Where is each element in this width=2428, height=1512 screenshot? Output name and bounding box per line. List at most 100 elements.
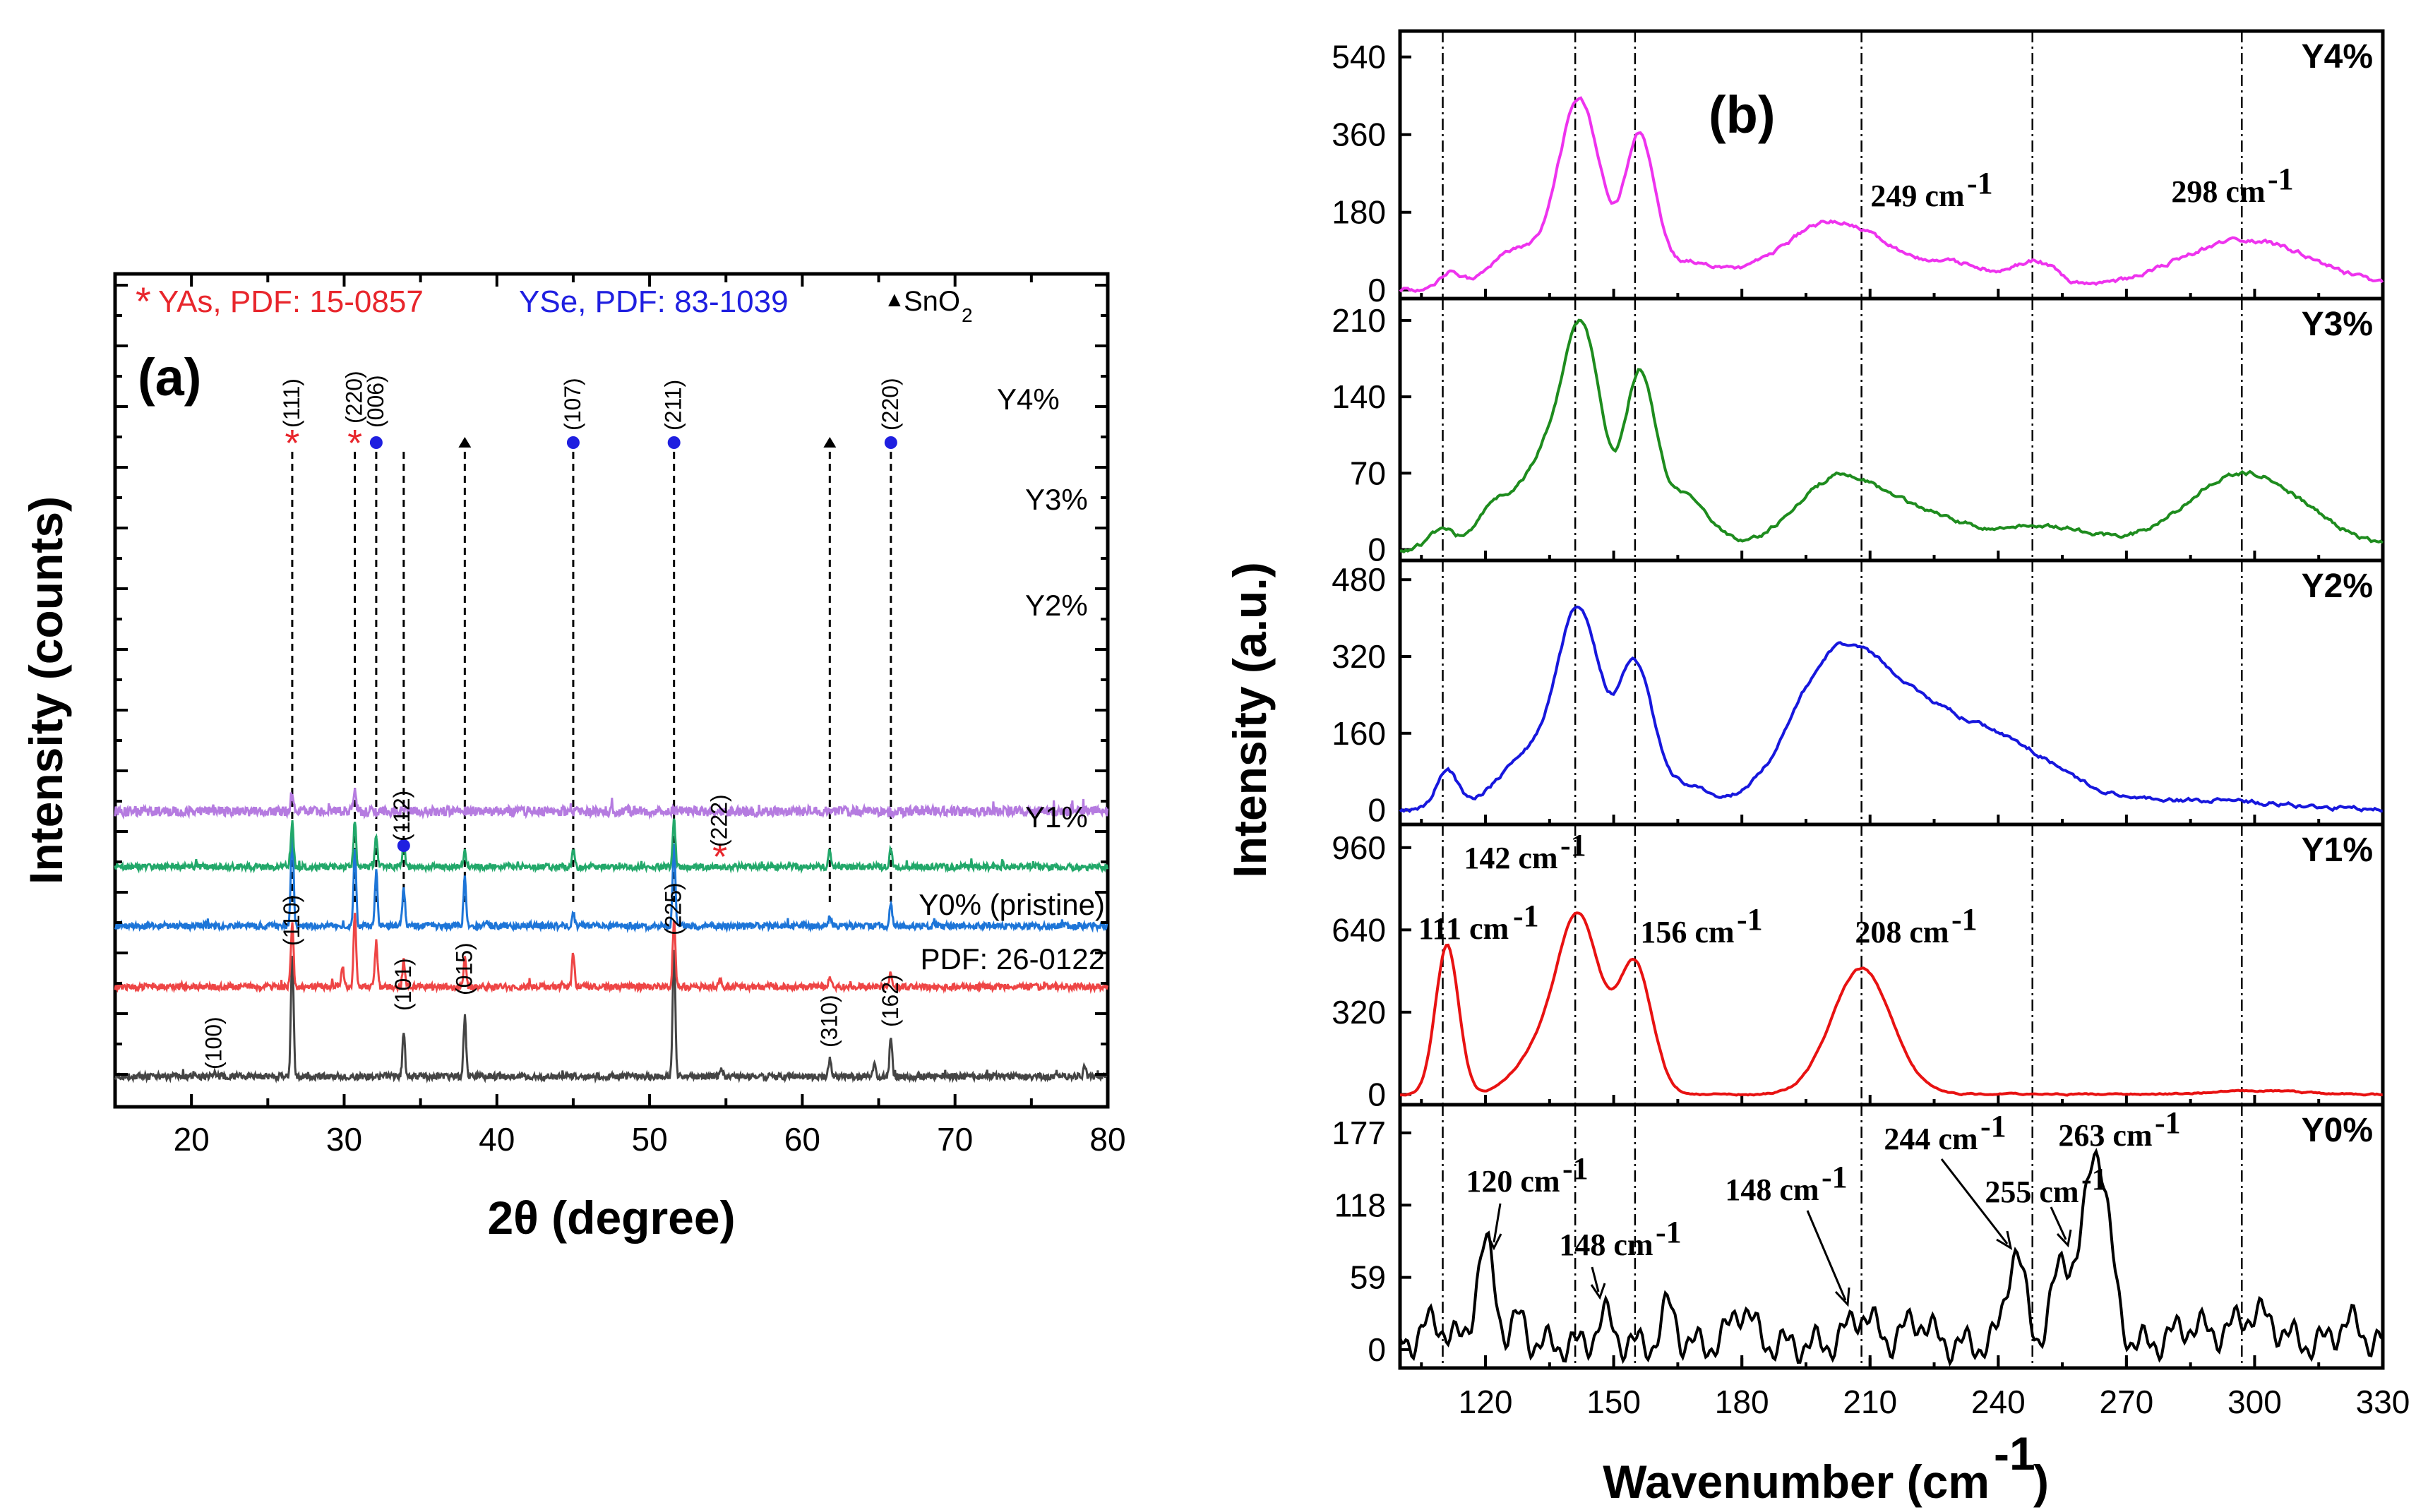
raman-ytick-label-1-3: 0 — [1368, 532, 1386, 568]
marker-yas-0: * — [285, 422, 299, 464]
panel-a-guides — [291, 452, 892, 902]
annotation-244: 244 cm -1 — [1884, 1109, 2006, 1156]
hkl-y0-4: (225) — [661, 882, 686, 935]
raman-series-Y1pct — [1399, 911, 2383, 1097]
raman-series-Y3pct — [1399, 318, 2384, 553]
raman-ytick-label-3-1: 640 — [1332, 911, 1386, 948]
raman-panel-Y2pct: 480 320 160 0 Y2% — [1332, 558, 2385, 829]
x-tick-label-a-4: 60 — [784, 1121, 820, 1158]
hkl-top-0: (111) — [279, 378, 304, 428]
series-label-y4: Y4% — [997, 383, 1060, 416]
svg-text:-1: -1 — [2155, 1105, 2181, 1140]
arrow-120 — [1493, 1203, 1502, 1243]
panel-b-x-axis-title-sup: -1 — [1994, 1427, 2035, 1480]
svg-text:111 cm: 111 cm — [1418, 911, 1509, 946]
raman-xtick-label-3: 210 — [1843, 1384, 1897, 1420]
legend-sno2-subscript: 2 — [962, 304, 973, 326]
panel-b-raman: 540 360 180 0 Y4% 210 140 70 0 Y3% 480 320 160 0 Y2% 96… — [1224, 29, 2410, 1508]
arrowhead-120 — [1485, 1233, 1502, 1251]
annotation-208: 208 cm -1 — [1855, 902, 1977, 949]
raman-panel-Y4pct: 540 360 180 0 Y4% — [1332, 29, 2385, 308]
panel-a-hkl-labels: (100) (110) (101) (015) (225) (310) (162) (112)… — [201, 371, 903, 1069]
marker-yse-4 — [566, 436, 580, 449]
annotation-156: 156 cm -1 — [1640, 902, 1762, 949]
raman-ytick-label-3-3: 0 — [1368, 1076, 1386, 1112]
legend-yse-text: YSe, PDF: 83-1039 — [519, 284, 789, 319]
xrd-series-Y3pct — [114, 818, 1109, 875]
raman-ytick-label-1-0: 210 — [1332, 302, 1386, 339]
arrow-148b — [1806, 1210, 1847, 1301]
panel-b-annotations: 249 cm -1 298 cm -1 142 cm -1 111 cm -1 … — [1418, 162, 2294, 1307]
raman-ytick-label-2-1: 320 — [1332, 638, 1386, 675]
raman-tag-0: Y4% — [2302, 38, 2373, 76]
panel-a-x-axis-title: 2θ (degree) — [487, 1192, 735, 1244]
svg-text:255 cm: 255 cm — [1985, 1175, 2079, 1209]
raman-ytick-label-0-0: 540 — [1332, 39, 1386, 76]
raman-ytick-label-4-2: 59 — [1350, 1259, 1386, 1296]
hkl-top-2: (006) — [363, 375, 388, 428]
raman-frame-0 — [1398, 29, 2385, 301]
hkl-top-4: (211) — [661, 380, 686, 431]
legend-sno2-symbol: ▲ — [884, 288, 905, 311]
hkl-y0-5: (310) — [816, 995, 842, 1048]
svg-text:249 cm: 249 cm — [1870, 179, 1964, 213]
x-tick-label-a-0: 20 — [174, 1121, 210, 1158]
svg-text:-1: -1 — [1967, 166, 1993, 200]
raman-panel-Y3pct: 210 140 70 0 Y3% — [1332, 296, 2385, 568]
raman-ytick-label-3-0: 960 — [1332, 829, 1386, 866]
panel-a-x-ticks: 20 30 40 50 60 70 80 — [114, 274, 1126, 1158]
xrd-series-Y0pct — [114, 949, 1108, 1084]
raman-xtick-label-5: 270 — [2099, 1384, 2153, 1420]
panel-a-series — [114, 788, 1109, 1084]
annotation-148b: 148 cm -1 — [1725, 1160, 1847, 1207]
panel-a-xrd: * ** (100)(110)(101) (015)(225)(310) (162)(… — [20, 272, 1126, 1244]
series-label-pdf: PDF: 26-0122 — [921, 942, 1105, 976]
marker-yse-7 — [884, 436, 897, 449]
marker-yse-2 — [369, 436, 383, 449]
arrow-244 — [1940, 1158, 2009, 1244]
raman-tag-2: Y2% — [2302, 568, 2373, 605]
xrd-series-Y2pct — [114, 824, 1108, 933]
raman-tag-1: Y3% — [2302, 306, 2373, 343]
panel-a-legend: * YAs, PDF: 15-0857 YSe, PDF: 83-1039 ▲ … — [136, 279, 973, 326]
hkl-top-5: (220) — [878, 378, 903, 431]
marker-yas-1: * — [347, 422, 362, 464]
raman-ytick-label-0-2: 180 — [1332, 194, 1386, 231]
x-tick-label-a-3: 50 — [631, 1121, 667, 1158]
raman-ytick-label-0-1: 360 — [1332, 116, 1386, 153]
raman-ytick-label-4-0: 177 — [1332, 1115, 1386, 1151]
raman-xtick-label-6: 300 — [2227, 1384, 2282, 1420]
series-label-y1: Y1% — [1025, 800, 1088, 834]
svg-text:-1: -1 — [1980, 1109, 2007, 1144]
hkl-y1-0: (112) — [389, 791, 414, 841]
svg-text:-1: -1 — [1513, 899, 1539, 933]
svg-text:-1: -1 — [1737, 902, 1763, 937]
raman-xtick-label-0: 120 — [1459, 1384, 1513, 1420]
marker-yse-y1 — [397, 839, 410, 852]
svg-text:244 cm: 244 cm — [1884, 1122, 1978, 1156]
raman-frame-4 — [1398, 1103, 2385, 1370]
panel-a-frame — [113, 272, 1110, 1109]
svg-text:142 cm: 142 cm — [1464, 841, 1557, 875]
annotation-298: 298 cm -1 — [2171, 162, 2293, 209]
series-label-y3: Y3% — [1025, 483, 1088, 516]
panel-a-y-axis-title: Intensity (counts) — [20, 496, 72, 884]
svg-text:-1: -1 — [2268, 162, 2294, 196]
raman-series-Y2pct — [1399, 605, 2383, 813]
arrowhead-148a — [1590, 1283, 1606, 1300]
panel-b-label: (b) — [1709, 85, 1776, 144]
annotation-arrows — [1485, 1158, 2072, 1307]
marker-sno2-6 — [823, 437, 837, 448]
hkl-y0-2: (101) — [390, 958, 416, 1011]
raman-ytick-label-1-2: 70 — [1350, 455, 1386, 491]
annotation-249: 249 cm -1 — [1870, 166, 1992, 213]
svg-text:156 cm: 156 cm — [1640, 915, 1734, 949]
raman-frame-2 — [1398, 558, 2385, 827]
svg-text:-1: -1 — [1822, 1160, 1848, 1194]
raman-tag-3: Y1% — [2302, 832, 2373, 869]
hkl-y1-1: (222) — [707, 794, 732, 847]
svg-text:148 cm: 148 cm — [1725, 1172, 1819, 1207]
marker-sno2-3 — [458, 437, 472, 448]
svg-text:120 cm: 120 cm — [1466, 1164, 1560, 1199]
panel-b-x-ticks: 120 150 180 210 240 270 300 330 — [1459, 1355, 2410, 1420]
